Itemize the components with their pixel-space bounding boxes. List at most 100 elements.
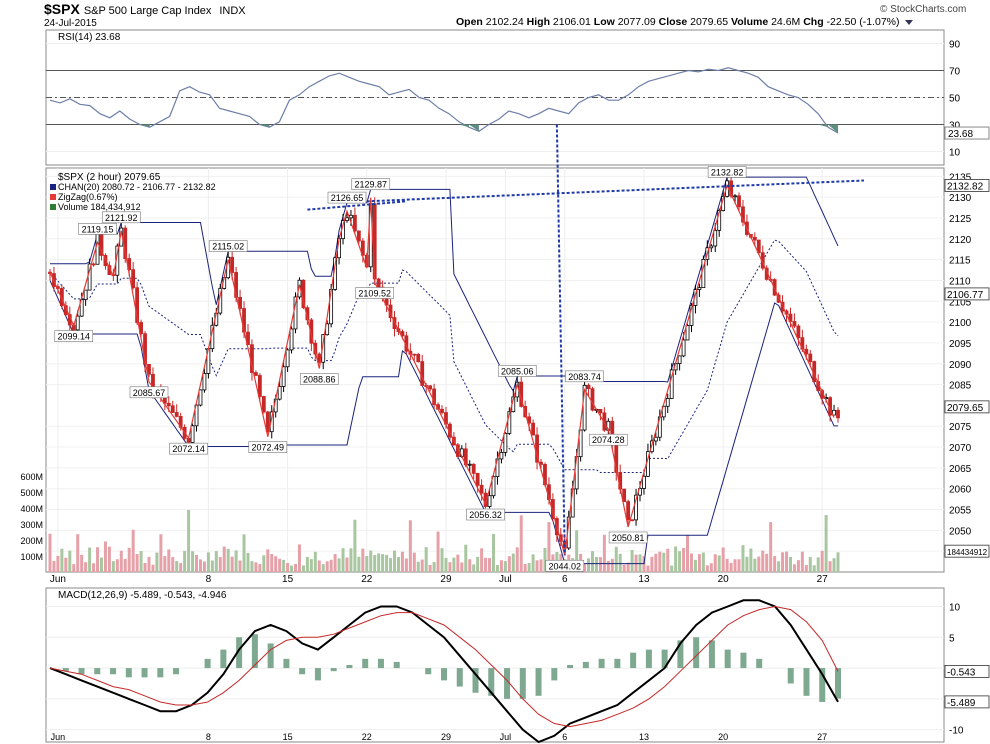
volume-bar bbox=[721, 547, 725, 572]
volume-bar bbox=[412, 552, 416, 572]
volume-bar bbox=[456, 554, 460, 572]
candle-body bbox=[353, 214, 357, 232]
volume-bar bbox=[674, 546, 678, 572]
volume-bar bbox=[587, 558, 591, 572]
volume-bar bbox=[274, 556, 278, 572]
candle-body bbox=[634, 494, 638, 521]
channel-lower bbox=[49, 280, 838, 565]
macd-panel bbox=[45, 587, 945, 743]
macd-histogram-bar bbox=[519, 668, 526, 699]
volume-bar bbox=[393, 550, 397, 572]
price-last-label: 2132.82 bbox=[947, 181, 984, 192]
volume-bar bbox=[210, 560, 214, 572]
volume-bar bbox=[357, 556, 361, 572]
volume-bar bbox=[337, 558, 341, 572]
volume-bar bbox=[606, 560, 610, 572]
candle-body bbox=[622, 488, 627, 503]
volume-bar bbox=[598, 557, 602, 572]
volume-bar bbox=[781, 552, 785, 572]
x-tick-label: 15 bbox=[282, 574, 294, 585]
macd-x-tick-label: 15 bbox=[283, 732, 293, 742]
macd-histogram-bar bbox=[425, 668, 432, 675]
volume-bar bbox=[115, 559, 119, 572]
macd-histogram-bar bbox=[598, 658, 605, 669]
candle-body bbox=[804, 348, 809, 355]
volume-bar bbox=[175, 561, 179, 572]
volume-bar bbox=[630, 549, 634, 572]
candle-body bbox=[733, 195, 737, 198]
volume-bar bbox=[836, 552, 840, 572]
volume-bar bbox=[420, 559, 424, 572]
candle-body bbox=[487, 495, 492, 507]
volume-bar bbox=[523, 563, 527, 572]
rsi-oversold-fill bbox=[468, 124, 479, 132]
macd-histogram-bar bbox=[141, 668, 148, 678]
volume-bar bbox=[92, 563, 96, 572]
volume-bar bbox=[191, 551, 195, 572]
volume-bar bbox=[476, 556, 480, 572]
volume-bar bbox=[678, 551, 682, 572]
volume-bar bbox=[48, 533, 52, 572]
candle-body bbox=[669, 369, 674, 399]
volume-bar bbox=[705, 565, 709, 572]
x-tick-label: 27 bbox=[817, 574, 829, 585]
macd-x-tick-label: 27 bbox=[817, 732, 827, 742]
price-tick-label: 2095 bbox=[949, 339, 972, 350]
volume-bar bbox=[131, 529, 135, 572]
zigzag-label-box bbox=[248, 441, 288, 453]
macd-histogram-bar bbox=[645, 649, 652, 669]
macd-x-tick-label: Jul bbox=[500, 732, 512, 742]
macd-x-tick-label: 29 bbox=[441, 732, 451, 742]
candle-body bbox=[653, 436, 658, 442]
candle-body bbox=[285, 349, 290, 368]
volume-bar bbox=[654, 553, 658, 572]
dropdown-arrow-icon[interactable] bbox=[905, 19, 914, 25]
macd-signal-line bbox=[49, 605, 839, 728]
volume-bar bbox=[258, 564, 262, 572]
volume-bar bbox=[488, 558, 492, 572]
zigzag-label-box bbox=[355, 287, 395, 299]
volume-bar bbox=[389, 558, 393, 572]
zigzag-label: 2056.32 bbox=[469, 510, 502, 520]
candle-body bbox=[491, 476, 496, 497]
candle-body bbox=[59, 288, 64, 307]
candle-body bbox=[578, 429, 583, 458]
macd-histogram-bar bbox=[693, 637, 700, 669]
volume-bar bbox=[80, 554, 84, 572]
volume-bar bbox=[769, 522, 773, 572]
volume-bar bbox=[777, 561, 781, 572]
legend-swatch bbox=[50, 194, 56, 200]
volume-bar bbox=[713, 554, 717, 572]
zigzag-label-box bbox=[101, 211, 141, 224]
candle-body bbox=[83, 289, 88, 301]
volume-bar bbox=[499, 560, 503, 572]
macd-x-tick-label: Jun bbox=[51, 732, 66, 742]
zigzag-label: 2109.52 bbox=[358, 288, 391, 298]
volume-bar bbox=[444, 558, 448, 572]
volume-bar bbox=[214, 551, 218, 572]
volume-bar bbox=[824, 515, 828, 572]
macd-histogram-bar bbox=[330, 668, 337, 672]
zigzag-label-box bbox=[608, 531, 648, 544]
zigzag-label-box bbox=[351, 178, 391, 190]
price-tick-label: 2070 bbox=[949, 443, 972, 454]
volume-bar bbox=[68, 550, 72, 572]
volume-bar bbox=[377, 553, 381, 572]
candle-body bbox=[265, 411, 270, 433]
volume-bar bbox=[345, 557, 349, 572]
volume-bar bbox=[84, 562, 88, 572]
macd-histogram-bar bbox=[125, 668, 132, 678]
candle-body bbox=[642, 475, 646, 489]
volume-bar bbox=[531, 554, 535, 572]
macd-histogram-bar bbox=[567, 665, 574, 669]
x-tick-label: 20 bbox=[718, 574, 730, 585]
macd-histogram-bar bbox=[251, 634, 258, 669]
volume-bar bbox=[808, 557, 812, 572]
macd-last-box bbox=[944, 695, 990, 709]
candle-body bbox=[697, 287, 702, 290]
volume-bar bbox=[733, 559, 737, 572]
volume-bar bbox=[785, 551, 789, 572]
zigzag-label-box bbox=[565, 370, 604, 383]
zigzag-label-box bbox=[707, 166, 747, 178]
volume-bar bbox=[353, 519, 357, 572]
